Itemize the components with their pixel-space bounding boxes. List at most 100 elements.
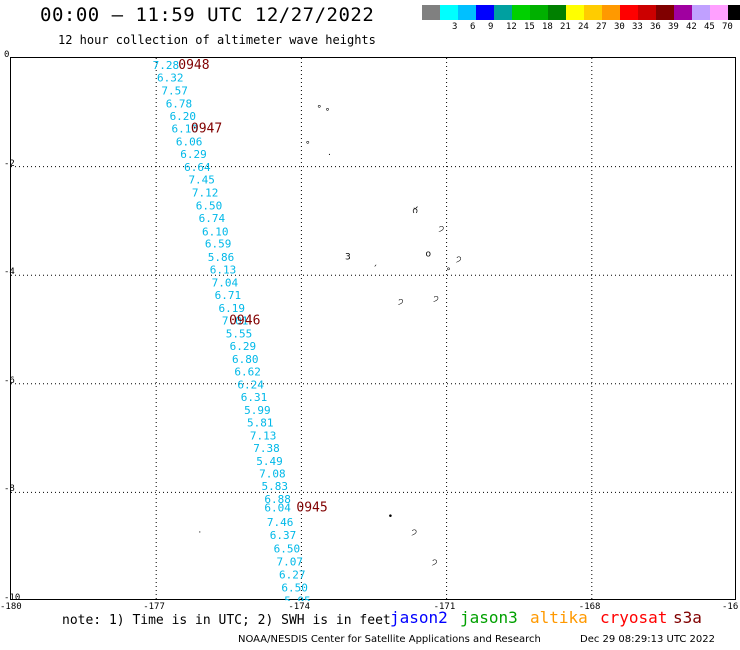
wave-height-value: 6.74	[199, 212, 226, 225]
legend-value-label: 18	[542, 22, 553, 32]
legend-value-label: 6	[470, 22, 476, 32]
wave-height-value: 5.81	[247, 416, 274, 429]
wave-height-value: 6.37	[270, 529, 297, 542]
island-outline: ·	[328, 151, 331, 161]
legend-value-label: 70	[722, 22, 733, 32]
wave-height-value: 7.01	[222, 314, 249, 327]
wave-height-value: 6.29	[180, 148, 207, 161]
satellite-jason2-label: jason2	[390, 608, 448, 627]
legend-value-label: 30	[614, 22, 625, 32]
footer-credit: NOAA/NESDIS Center for Satellite Applica…	[238, 634, 541, 645]
island-outline: °	[317, 105, 322, 115]
satellite-altika-label: altika	[530, 608, 588, 627]
wave-height-value: 5.95	[284, 595, 311, 602]
x-axis-tick-label: -177	[143, 602, 165, 612]
legend-value-label: 12	[506, 22, 517, 32]
wave-height-value: 7.57	[161, 85, 188, 98]
wave-height-value: 7.13	[250, 429, 277, 442]
wave-height-value: 7.04	[212, 276, 239, 289]
wave-height-value: 6.50	[196, 200, 223, 213]
island-outline: ˊ	[373, 264, 378, 275]
island-outline: °	[325, 107, 330, 117]
island-outline: ·	[198, 528, 201, 538]
x-axis-tick-label: -16	[722, 602, 739, 612]
wave-height-value: 6.31	[241, 391, 268, 404]
wave-height-value: 5.99	[244, 404, 271, 417]
wave-height-value: 6.20	[170, 110, 197, 123]
island-outline: ੭	[433, 295, 439, 305]
color-legend-bar	[422, 5, 740, 20]
satellite-cryosat-label: cryosat	[600, 608, 668, 627]
satellite-jason3-label: jason3	[460, 608, 518, 627]
wave-height-value: 7.08	[259, 467, 286, 480]
wave-height-value: 6.19	[218, 302, 245, 315]
legend-swatch	[728, 5, 740, 20]
wave-height-value: 6.88	[264, 493, 291, 506]
legend-value-label: 39	[668, 22, 679, 32]
wave-height-value: 6.10	[202, 225, 229, 238]
legend-swatch	[692, 5, 710, 20]
legend-swatch	[458, 5, 476, 20]
x-axis-tick-label: -171	[433, 602, 456, 612]
pass-time-label: 0945	[296, 501, 327, 516]
legend-swatch	[422, 5, 440, 20]
wave-height-value: 6.04	[264, 502, 291, 515]
island-outline: o	[425, 250, 431, 260]
x-axis-tick-label: -180	[0, 602, 22, 612]
y-axis-tick-label: 0	[4, 50, 10, 60]
wave-height-value: 7.45	[188, 174, 215, 187]
legend-swatch	[638, 5, 656, 20]
wave-height-value: 5.49	[256, 455, 283, 468]
x-axis-tick-label: -174	[288, 602, 311, 612]
legend-value-label: 42	[686, 22, 697, 32]
page-subtitle: 12 hour collection of altimeter wave hei…	[58, 33, 376, 47]
satellite-s3a-label: s3a	[673, 608, 702, 627]
wave-height-value: 6.32	[157, 72, 184, 85]
y-axis-tick-label: -8	[4, 484, 15, 495]
pass-time-label: 0947	[191, 122, 222, 137]
page-title: 00:00 – 11:59 UTC 12/27/2022	[40, 4, 375, 26]
legend-swatch	[656, 5, 674, 20]
y-axis-tick-label: -6	[4, 375, 15, 386]
wave-height-value: 6.50	[281, 581, 308, 594]
wave-height-value: 6.62	[234, 365, 261, 378]
legend-swatch	[530, 5, 548, 20]
legend-value-label: 15	[524, 22, 535, 32]
legend-swatch	[566, 5, 584, 20]
legend-swatch	[602, 5, 620, 20]
island-outline: °	[305, 140, 310, 150]
island-outline: ੭	[438, 225, 444, 235]
legend-value-label: 24	[578, 22, 589, 32]
y-axis-tick-label: -4	[4, 267, 15, 278]
wave-height-value: 6.71	[215, 289, 242, 302]
wave-height-value: 6.27	[279, 568, 306, 581]
island-outline: ੭	[456, 255, 462, 265]
map-frame: 3 ˊ గ ੭ o ੭ ° ੭ ੭ ° ° ° · ੭ ੭ • · 7.28 6.32 7.57 6.78 6.20 6.1…	[10, 57, 737, 601]
wave-height-value: 7.07	[277, 555, 304, 568]
legend-swatch	[440, 5, 458, 20]
island-outline: 3	[345, 252, 351, 262]
legend-swatch	[494, 5, 512, 20]
wave-height-value: 6.59	[205, 238, 232, 251]
wave-height-value: 5.83	[262, 480, 289, 493]
island-outline: ੭	[398, 297, 404, 307]
island-outline: °	[446, 267, 451, 277]
wave-height-value: 7.46	[267, 516, 294, 529]
legend-value-label: 33	[632, 22, 643, 32]
wave-height-value: 6.06	[176, 136, 203, 149]
footer-note: note: 1) Time is in UTC; 2) SWH is in fe…	[62, 613, 391, 628]
pass-time-label: 0946	[229, 313, 260, 328]
wave-height-value: 6.29	[230, 340, 257, 353]
wave-height-value: 5.86	[208, 251, 235, 264]
wave-height-value: 6.50	[274, 542, 301, 555]
legend-value-label: 9	[488, 22, 494, 32]
island-outline: గ	[413, 206, 419, 216]
legend-value-label: 27	[596, 22, 607, 32]
legend-swatch	[476, 5, 494, 20]
legend-value-label: 3	[452, 22, 458, 32]
legend-value-label: 36	[650, 22, 661, 32]
wave-height-value: 6.10	[172, 123, 199, 136]
legend-swatch	[674, 5, 692, 20]
wave-height-value: 6.24	[237, 378, 264, 391]
